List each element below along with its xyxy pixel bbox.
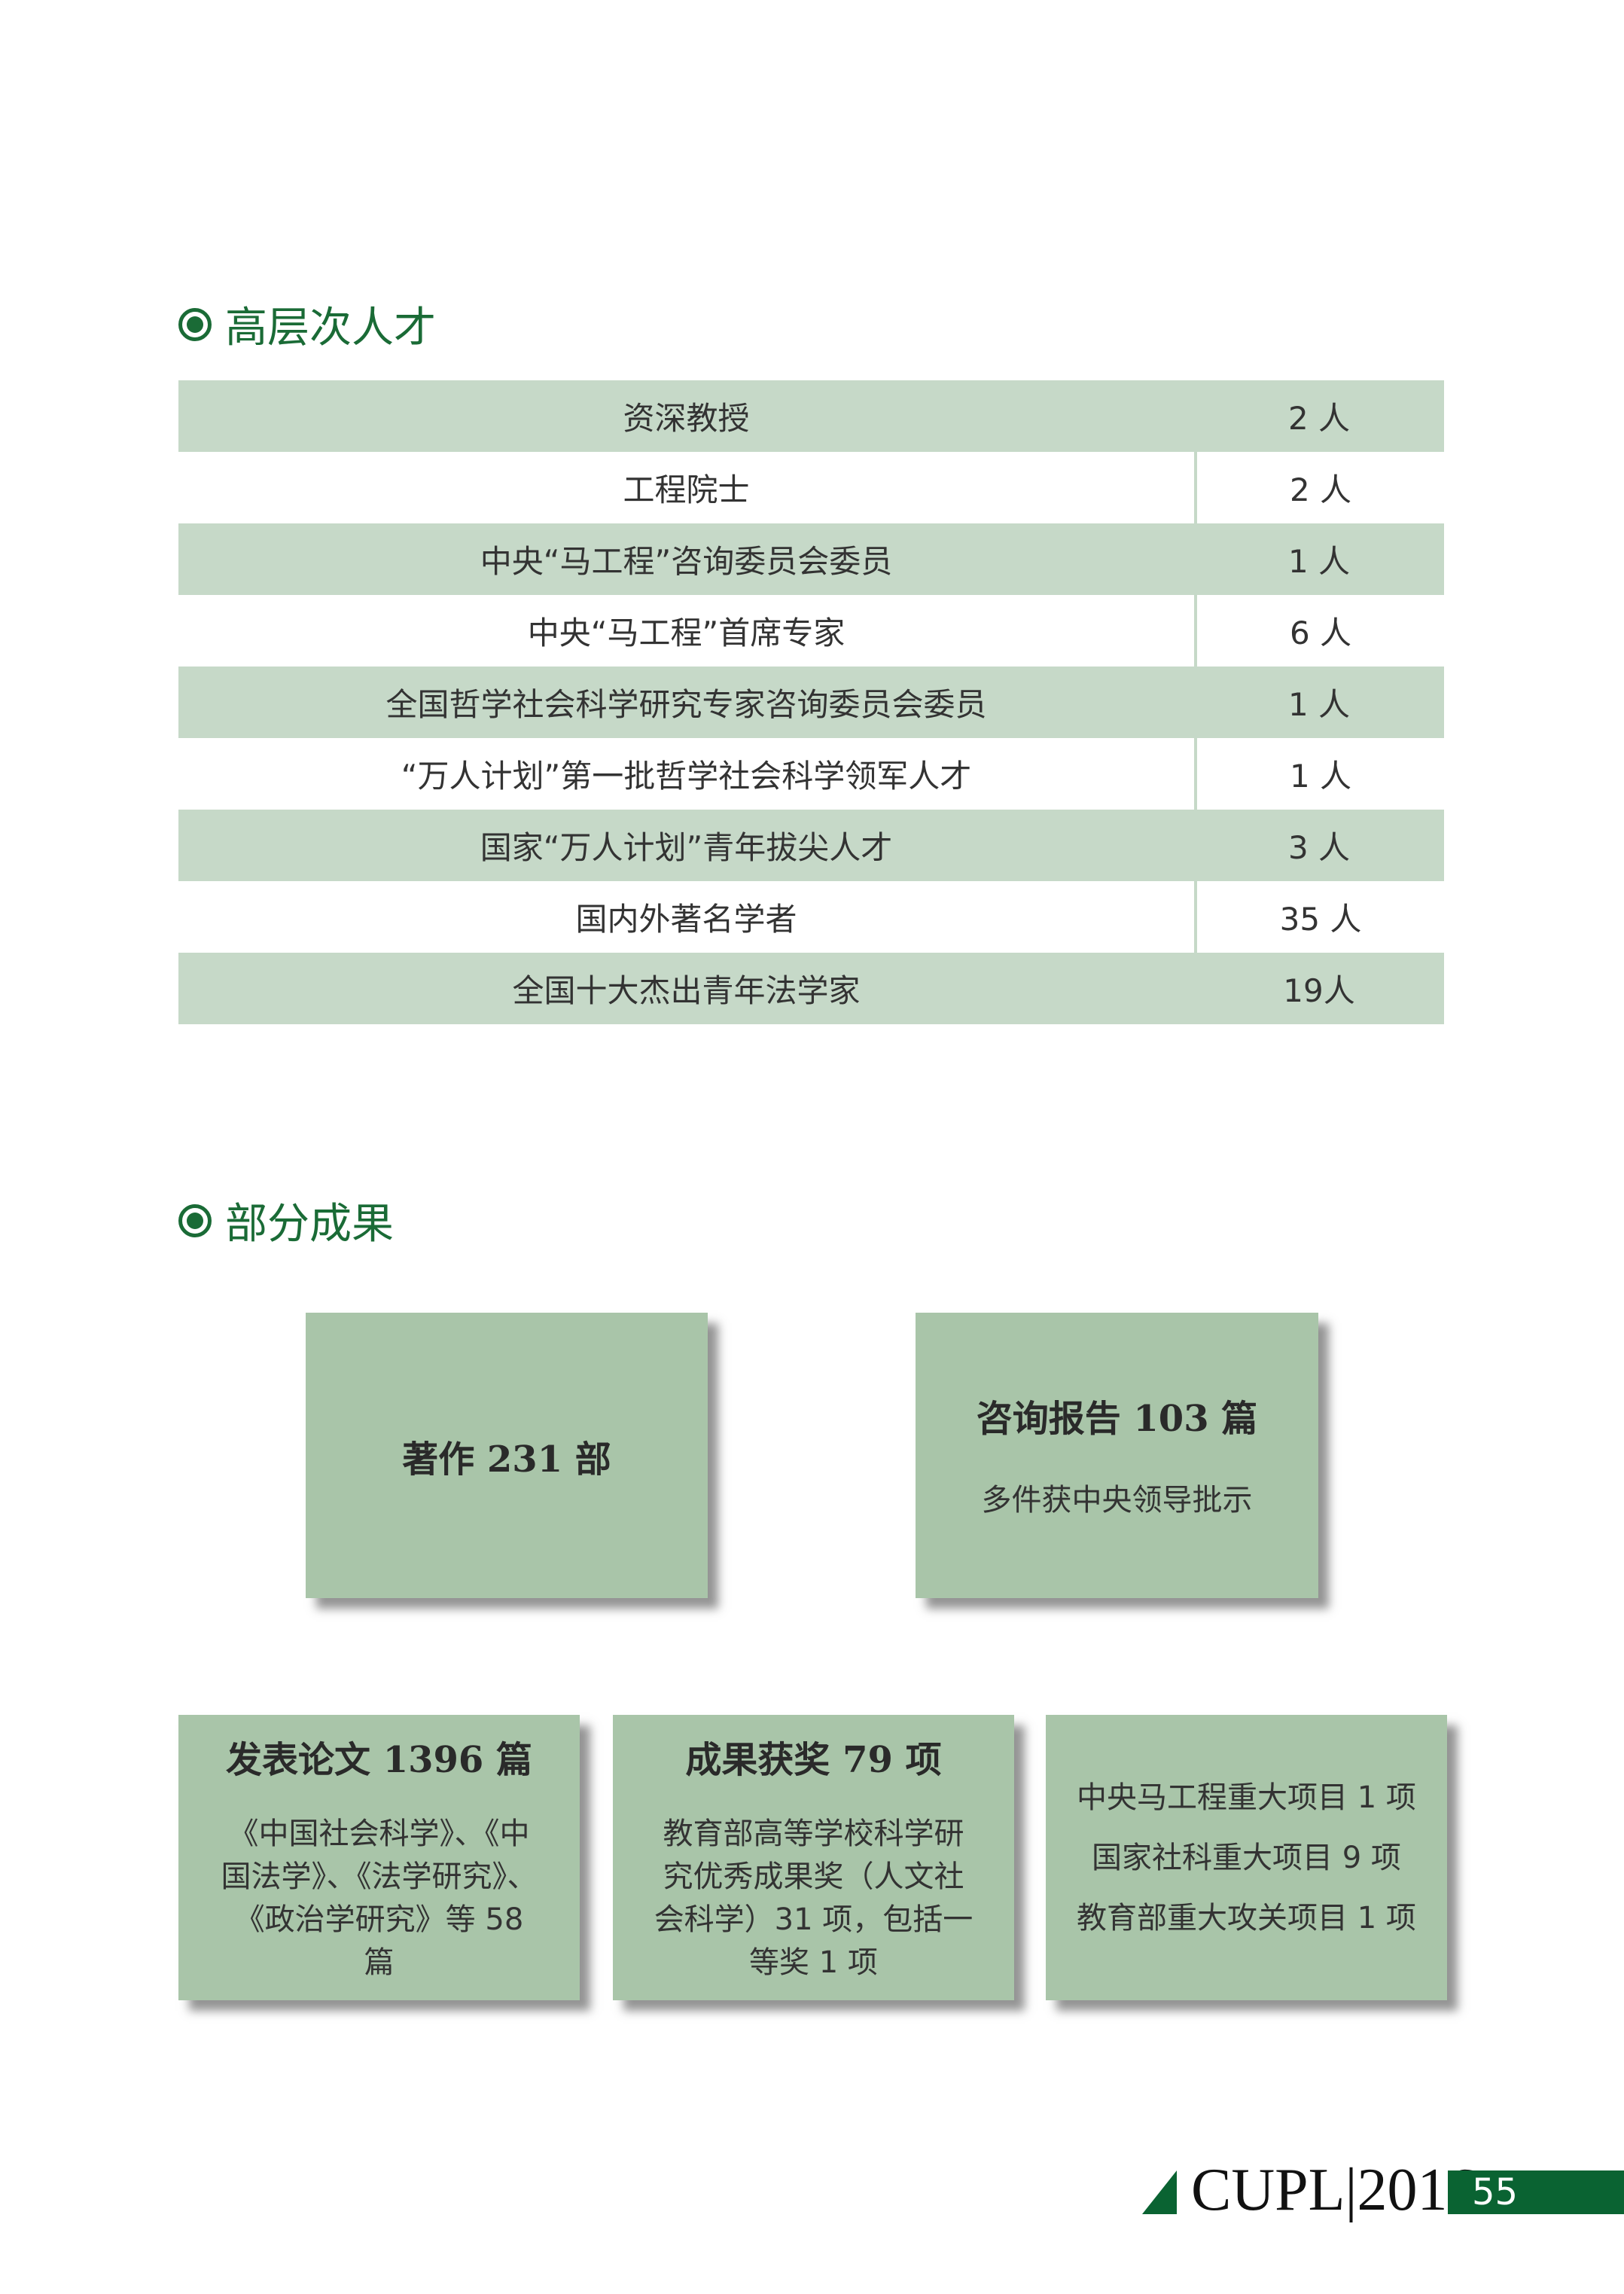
table-row: 资深教授 2 人 (178, 380, 1444, 452)
box-papers: 发表论文 1396 篇 《中国社会科学》、《中国法学》、《法学研究》、《政治学研… (178, 1715, 580, 2000)
box-projects: 中央马工程重大项目 1 项 国家社科重大项目 9 项 教育部重大攻关项目 1 项 (1046, 1715, 1447, 2000)
talent-count: 2 人 (1287, 400, 1351, 437)
talent-name: 全国哲学社会科学研究专家咨询委员会委员 (385, 686, 987, 723)
talent-count: 35 人 (1279, 901, 1362, 938)
talent-name: “万人计划”第一批哲学社会科学领军人才 (178, 738, 1197, 810)
box-desc: 教育部高等学校科学研究优秀成果奖（人文社会科学）31 项，包括一等奖 1 项 (654, 1817, 973, 1980)
heading-text: 部分成果 (225, 1200, 394, 1249)
box-reports: 咨询报告 103 篇 多件获中央领导批示 (916, 1313, 1318, 1598)
box-line: 中央马工程重大项目 1 项 (1077, 1780, 1416, 1815)
talent-table: 资深教授 2 人工程院士 2 人中央“马工程”咨询委员会委员 1 人中央“马工程”首席… (178, 380, 1444, 1024)
table-row: 全国哲学社会科学研究专家咨询委员会委员 1 人 (178, 667, 1444, 738)
talent-name: 中央“马工程”咨询委员会委员 (480, 543, 893, 580)
talent-name: 全国十大杰出青年法学家 (512, 972, 861, 1009)
talent-count: 19人 (1283, 972, 1355, 1009)
footer-brand: CUPL|2016 (1191, 2157, 1478, 2223)
table-row: 国家“万人计划”青年拔尖人才 3 人 (178, 810, 1444, 881)
table-row: 国内外著名学者 35 人 (178, 881, 1444, 953)
talent-name: 资深教授 (623, 400, 750, 437)
talent-name: 国内外著名学者 (178, 881, 1197, 953)
talent-count: 1 人 (1287, 686, 1351, 723)
box-title: 咨询报告 103 篇 (976, 1398, 1258, 1440)
table-row: 全国十大杰出青年法学家 19人 (178, 953, 1444, 1024)
box-desc: 多件获中央领导批示 (981, 1483, 1253, 1518)
box-title: 发表论文 1396 篇 (225, 1739, 533, 1781)
table-row: 工程院士 2 人 (178, 452, 1444, 523)
box-books: 著作 231 部 (306, 1313, 708, 1598)
table-row: 中央“马工程”首席专家 6 人 (178, 595, 1444, 667)
table-row: “万人计划”第一批哲学社会科学领军人才 1 人 (178, 738, 1444, 810)
box-line: 教育部重大攻关项目 1 项 (1077, 1900, 1416, 1936)
talent-name: 工程院士 (178, 452, 1197, 523)
box-desc: 《中国社会科学》、《中国法学》、《法学研究》、《政治学研究》等 58 篇 (221, 1817, 538, 1980)
talent-count: 1 人 (1287, 543, 1351, 580)
talent-count: 6 人 (1289, 615, 1352, 651)
box-awards: 成果获奖 79 项 教育部高等学校科学研究优秀成果奖（人文社会科学）31 项，包… (613, 1715, 1014, 2000)
section-heading-achievements: 部分成果 (178, 1190, 394, 1251)
box-title: 成果获奖 79 项 (685, 1739, 942, 1781)
footer-triangle-icon (1142, 2170, 1177, 2214)
table-row: 中央“马工程”咨询委员会委员 1 人 (178, 523, 1444, 595)
section-heading-talent: 高层次人才 (178, 294, 436, 355)
talent-name: 国家“万人计划”青年拔尖人才 (480, 829, 893, 866)
heading-text: 高层次人才 (225, 304, 436, 352)
talent-count: 2 人 (1289, 471, 1352, 508)
bullet-icon (178, 307, 212, 341)
talent-count: 3 人 (1287, 829, 1351, 866)
talent-count: 1 人 (1289, 758, 1352, 795)
page-number-bar: 55 (1448, 2170, 1624, 2214)
talent-name: 中央“马工程”首席专家 (178, 595, 1197, 667)
box-line: 国家社科重大项目 9 项 (1092, 1840, 1401, 1875)
page-number: 55 (1472, 2171, 1519, 2213)
box-title: 著作 231 部 (402, 1438, 611, 1481)
bullet-icon (178, 1203, 212, 1237)
